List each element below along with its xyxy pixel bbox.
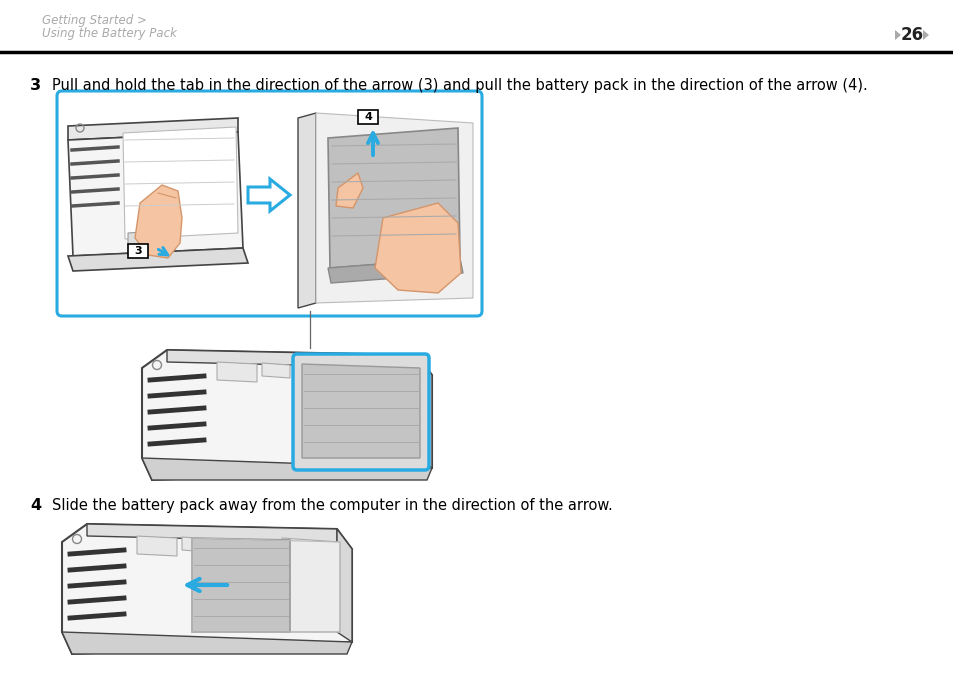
Text: Slide the battery pack away from the computer in the direction of the arrow.: Slide the battery pack away from the com…: [52, 498, 612, 513]
Polygon shape: [336, 529, 352, 642]
Text: 3: 3: [134, 246, 142, 256]
Polygon shape: [68, 248, 248, 271]
Polygon shape: [62, 632, 352, 654]
Text: Pull and hold the tab in the direction of the arrow (3) and pull the battery pac: Pull and hold the tab in the direction o…: [52, 78, 867, 93]
Polygon shape: [297, 108, 473, 308]
Text: 3: 3: [30, 78, 41, 93]
Polygon shape: [68, 132, 243, 256]
Text: 26: 26: [900, 26, 923, 44]
Polygon shape: [328, 128, 459, 268]
Polygon shape: [894, 30, 900, 40]
Polygon shape: [68, 118, 237, 140]
FancyBboxPatch shape: [357, 110, 377, 124]
Polygon shape: [142, 458, 432, 480]
Polygon shape: [137, 536, 177, 556]
FancyBboxPatch shape: [57, 91, 481, 316]
Text: Getting Started >: Getting Started >: [42, 14, 147, 27]
Polygon shape: [182, 537, 210, 552]
Polygon shape: [282, 538, 339, 632]
Text: Using the Battery Pack: Using the Battery Pack: [42, 27, 176, 40]
Polygon shape: [248, 179, 290, 211]
Polygon shape: [262, 363, 290, 378]
Polygon shape: [87, 524, 336, 542]
Polygon shape: [192, 538, 290, 632]
FancyBboxPatch shape: [293, 354, 429, 470]
Polygon shape: [142, 350, 432, 480]
Polygon shape: [302, 364, 419, 458]
Polygon shape: [297, 113, 315, 308]
Polygon shape: [123, 127, 237, 239]
FancyBboxPatch shape: [128, 244, 148, 258]
Polygon shape: [335, 173, 363, 208]
Polygon shape: [416, 355, 432, 468]
Polygon shape: [128, 231, 158, 245]
Polygon shape: [375, 203, 460, 293]
Polygon shape: [167, 350, 416, 368]
Polygon shape: [315, 113, 473, 303]
Text: 4: 4: [364, 112, 372, 122]
Polygon shape: [62, 524, 352, 654]
Polygon shape: [135, 185, 182, 258]
Text: 4: 4: [30, 498, 41, 513]
Polygon shape: [216, 362, 256, 382]
Polygon shape: [328, 258, 462, 283]
Polygon shape: [923, 30, 928, 40]
